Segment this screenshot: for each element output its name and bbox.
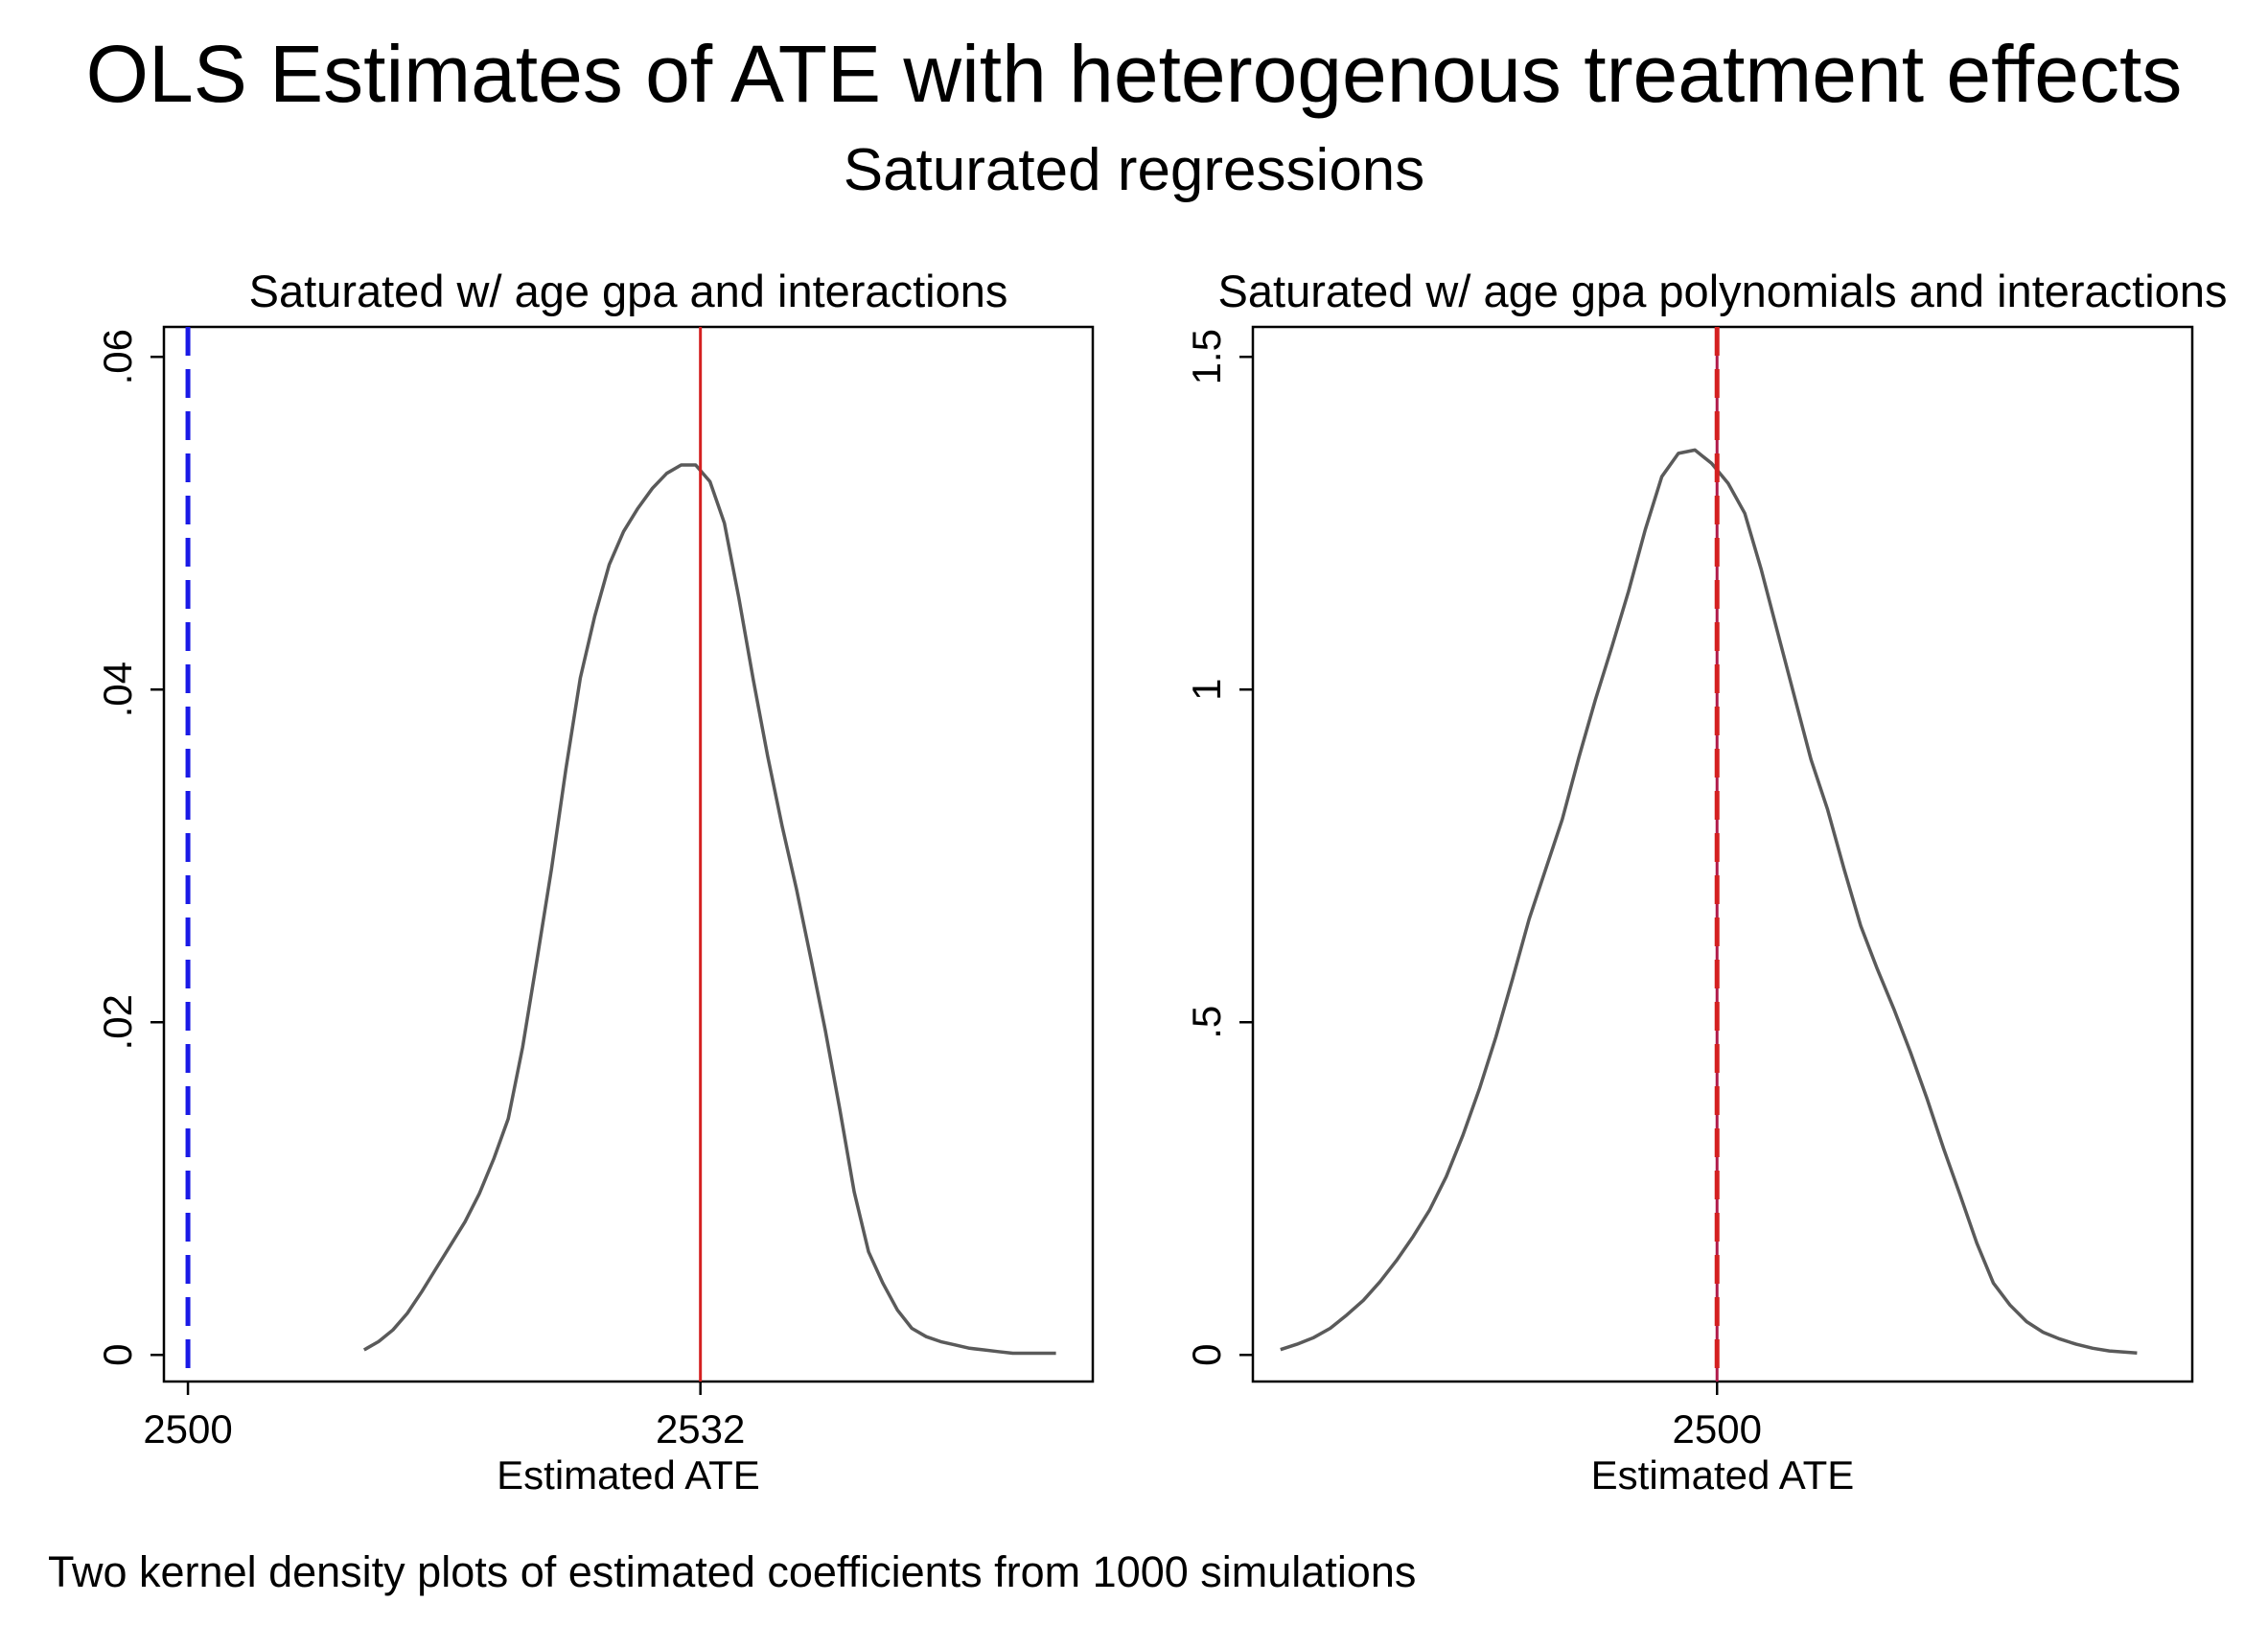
panel-1-ytick-label-2: .04 <box>95 662 140 717</box>
panel-1-xtick-label-0: 2500 <box>143 1406 232 1452</box>
panel-2-ytick-label-1: .5 <box>1184 1006 1229 1039</box>
panel-1-xtick-label-1: 2532 <box>656 1406 745 1452</box>
panel-2-frame <box>1251 325 2194 1383</box>
figure-note: Two kernel density plots of estimated co… <box>48 1547 1416 1596</box>
panel-1-density-line-0 <box>362 463 1056 1356</box>
panel-2-density-line-0 <box>1280 448 2138 1355</box>
panel-1: Saturated w/ age gpa and interactions 0 .0… <box>95 266 1095 1498</box>
panel-1-title: Saturated w/ age gpa and interactions <box>249 266 1008 316</box>
figure-title: OLS Estimates of ATE with heterogenous t… <box>86 29 2183 119</box>
panel-2-ytick-label-0: 0 <box>1184 1344 1229 1366</box>
panels: Saturated w/ age gpa and interactions 0 .0… <box>95 266 2227 1498</box>
panel-2-title: Saturated w/ age gpa polynomials and int… <box>1218 266 2228 316</box>
panel-1-frame <box>162 325 1095 1383</box>
panel-2: Saturated w/ age gpa polynomials and int… <box>1184 266 2227 1498</box>
figure-subtitle: Saturated regressions <box>844 137 1425 203</box>
panel-1-ytick-label-3: .06 <box>95 329 140 384</box>
panel-1-xlabel: Estimated ATE <box>497 1452 760 1498</box>
panel-2-ytick-label-3: 1.5 <box>1184 329 1229 384</box>
panel-2-ytick-label-2: 1 <box>1184 679 1229 701</box>
panel-1-ytick-label-0: 0 <box>95 1344 140 1366</box>
panel-2-xlabel: Estimated ATE <box>1591 1452 1855 1498</box>
panel-2-xtick-label-0: 2500 <box>1673 1406 1762 1452</box>
panel-1-ytick-label-1: .02 <box>95 994 140 1050</box>
